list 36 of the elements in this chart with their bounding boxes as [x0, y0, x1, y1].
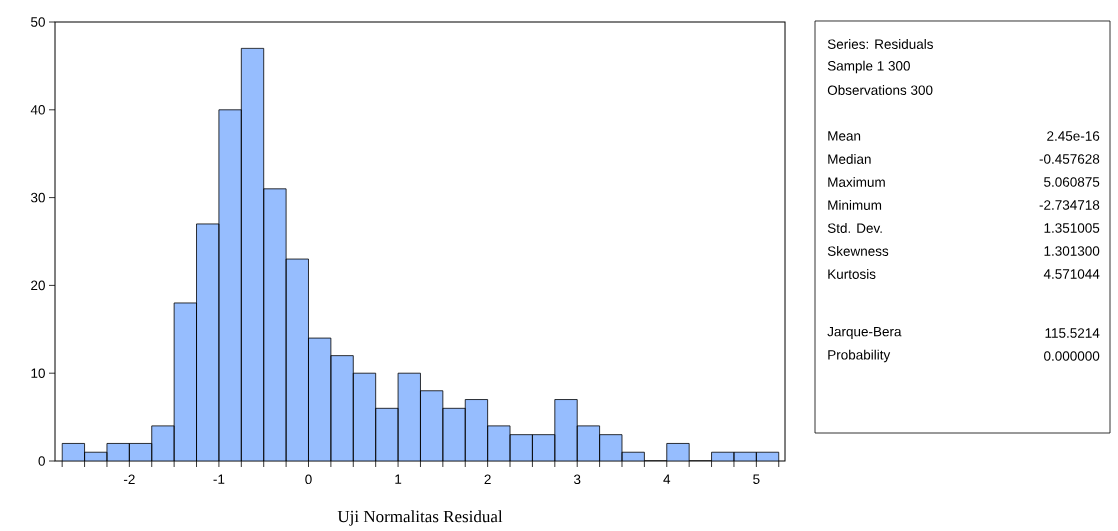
- x-tick-label: -1: [213, 474, 225, 484]
- x-tick-label: 5: [753, 474, 760, 484]
- y-tick-label: 10: [31, 368, 45, 378]
- text: -2.734718: [1039, 200, 1100, 210]
- text: Std. Dev.: [827, 223, 882, 233]
- text: Skewness: [827, 246, 889, 256]
- text: Maximum: [828, 177, 885, 187]
- text: Probability: [828, 349, 891, 363]
- text: 1.351005: [1044, 223, 1100, 233]
- text: Uji Normalitas Residual: [337, 510, 503, 526]
- text: 2.45e-16: [1047, 131, 1100, 141]
- x-tick-label: 1: [395, 474, 402, 484]
- x-tick-label: 3: [573, 474, 581, 485]
- text: Series: Residuals: [827, 39, 933, 49]
- x-tick-label: -2: [123, 474, 135, 484]
- text: Kurtosis: [828, 269, 876, 279]
- y-tick-label: 40: [30, 105, 45, 115]
- x-tick-label: 4: [663, 474, 671, 484]
- text: 1.301300: [1044, 246, 1100, 256]
- y-tick-label: 30: [30, 192, 45, 203]
- text: 5.060875: [1044, 177, 1100, 187]
- text: 115.5214: [1045, 328, 1100, 338]
- text: -0.457628: [1039, 154, 1100, 164]
- text: Mean: [828, 131, 861, 141]
- y-tick-label: 20: [31, 280, 45, 291]
- text: Jarque-Bera: [827, 326, 902, 340]
- x-tick-label: 2: [484, 474, 491, 484]
- text: Minimum: [828, 200, 882, 210]
- text: 0.000000: [1044, 351, 1100, 361]
- y-tick-label: 50: [30, 17, 45, 27]
- x-tick-label: 0: [305, 474, 312, 485]
- text: Median: [828, 154, 871, 164]
- text: Sample 1 300: [827, 60, 910, 74]
- y-tick-label: 0: [38, 456, 45, 466]
- text: 4.571044: [1043, 269, 1100, 279]
- text: Observations 300: [827, 85, 933, 95]
